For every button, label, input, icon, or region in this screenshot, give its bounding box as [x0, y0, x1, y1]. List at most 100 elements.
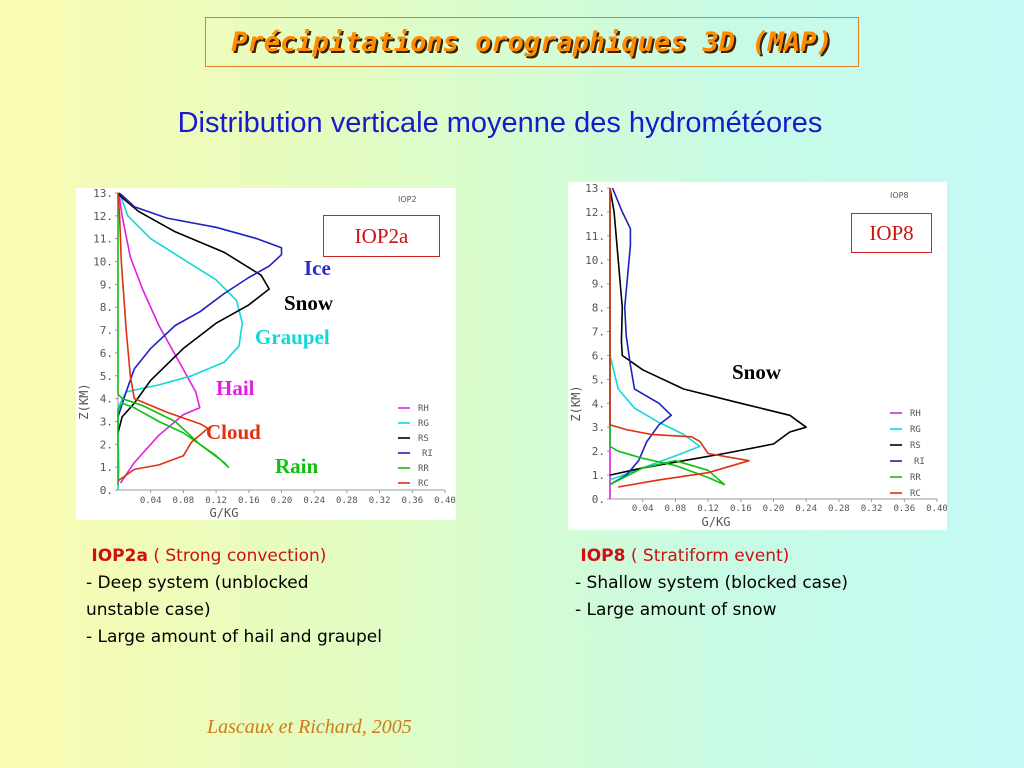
y-tick-label: 4.: [100, 393, 113, 406]
y-tick-label: 6.: [592, 349, 605, 362]
plot-iop2a: 0. 1. 2. 3. 4. 5. 6. 7. 8. 9. 10. 11. 12. 13. 0.04 0.08…: [76, 188, 456, 520]
title-box: Précipitations orographiques 3D (MAP): [205, 17, 859, 67]
caption-line: unstable case): [86, 600, 211, 620]
y-tick-label: 4.: [592, 397, 605, 410]
annotation-cloud: Cloud: [206, 420, 261, 444]
y-axis-label: Z(KM): [77, 383, 91, 419]
caption-line: - Shallow system (blocked case): [575, 573, 849, 593]
legend-label: RI: [914, 457, 925, 467]
x-tick-label: 0.12: [205, 496, 227, 506]
x-tick-label: 0.40: [434, 496, 456, 506]
caption-line: - Large amount of snow: [575, 600, 777, 620]
x-axis-label: G/KG: [210, 506, 239, 520]
series-line-rg: [117, 192, 244, 491]
chart-svg-iop8: 0. 1. 2. 3. 4. 5. 6. 7. 8. 9. 10. 11. 12. 13. 0.04 0.08…: [569, 182, 947, 529]
legend-label: RS: [418, 434, 429, 444]
x-tick-label: 0.08: [665, 504, 687, 514]
legend-label: RH: [910, 409, 921, 419]
x-tick-label: 0.40: [926, 504, 947, 514]
citation: Lascaux et Richard, 2005: [207, 716, 412, 738]
legend-label: RI: [422, 449, 433, 459]
y-tick-label: 0.: [592, 493, 605, 506]
x-tick-label: 0.32: [861, 504, 883, 514]
case-label: IOP8: [869, 220, 914, 245]
legend-label: RG: [418, 419, 429, 429]
annotation-ice: Ice: [304, 256, 331, 280]
slide-subtitle: Distribution verticale moyenne des hydro…: [177, 107, 823, 139]
caption-case-name: IOP8: [580, 546, 626, 566]
caption-case-description: ( Stratiform event): [630, 546, 790, 566]
case-label-box: IOP8: [851, 213, 932, 253]
annotation-hail: Hail: [216, 376, 255, 400]
plot-iop8: 0. 1. 2. 3. 4. 5. 6. 7. 8. 9. 10. 11. 12. 13. 0.04 0.08…: [568, 182, 947, 530]
legend-label: RG: [910, 425, 921, 435]
series-line-rc: [609, 188, 750, 488]
y-tick-label: 5.: [100, 370, 113, 383]
y-tick-label: 2.: [592, 445, 605, 458]
x-tick-label: 0.20: [271, 496, 293, 506]
caption-line: - Deep system (unblocked: [86, 573, 309, 593]
x-tick-label: 0.24: [795, 504, 817, 514]
legend-label: RC: [910, 489, 921, 499]
y-tick-label: 12.: [93, 210, 113, 223]
y-tick-label: 1.: [100, 461, 113, 474]
y-tick-label: 7.: [592, 326, 605, 339]
legend-label: RR: [418, 464, 429, 474]
y-tick-label: 9.: [592, 278, 605, 291]
series-line-rg: [609, 188, 701, 481]
x-tick-label: 0.04: [632, 504, 654, 514]
x-tick-label: 0.24: [303, 496, 325, 506]
y-tick-label: 13.: [93, 188, 113, 200]
case-label: IOP2a: [354, 223, 409, 248]
x-tick-label: 0.12: [697, 504, 719, 514]
legend-label: RH: [418, 404, 429, 414]
y-tick-label: 1.: [592, 469, 605, 482]
x-tick-label: 0.20: [763, 504, 785, 514]
series-line-ri: [117, 192, 283, 418]
y-tick-label: 8.: [592, 302, 605, 315]
series-line-ri: [609, 187, 673, 486]
x-tick-label: 0.08: [173, 496, 195, 506]
caption-iop8: IOP8 ( Stratiform event) - Shallow syste…: [575, 543, 848, 624]
caption-case-name: IOP2a: [91, 546, 148, 566]
y-tick-label: 7.: [100, 324, 113, 337]
caption-heading: IOP8 ( Stratiform event): [575, 543, 848, 570]
slide-title: Précipitations orographiques 3D (MAP): [231, 26, 833, 58]
case-label-box: IOP2a: [323, 215, 440, 257]
x-axis-label: G/KG: [702, 515, 731, 529]
legend-label: RR: [910, 473, 921, 483]
x-tick-label: 0.36: [893, 504, 915, 514]
x-tick-label: 0.28: [828, 504, 850, 514]
y-tick-label: 11.: [585, 230, 605, 243]
y-tick-label: 12.: [585, 206, 605, 219]
y-tick-label: 5.: [592, 373, 605, 386]
panel-tag: IOP8: [890, 191, 909, 200]
annotation-rain: Rain: [275, 454, 319, 478]
x-tick-label: 0.36: [401, 496, 423, 506]
y-tick-label: 9.: [100, 278, 113, 291]
legend-label: RC: [418, 479, 429, 489]
x-tick-label: 0.16: [730, 504, 752, 514]
series-line-rc: [117, 192, 209, 482]
y-tick-label: 6.: [100, 347, 113, 360]
y-tick-label: 13.: [585, 182, 605, 195]
y-tick-label: 10.: [93, 256, 113, 269]
caption-heading: IOP2a ( Strong convection): [86, 543, 382, 570]
y-tick-label: 2.: [100, 438, 113, 451]
chart-svg-iop2a: 0. 1. 2. 3. 4. 5. 6. 7. 8. 9. 10. 11. 12. 13. 0.04 0.08…: [77, 188, 456, 520]
x-tick-label: 0.28: [336, 496, 358, 506]
x-tick-label: 0.04: [140, 496, 162, 506]
series-line-rs: [609, 187, 807, 476]
legend-label: RS: [910, 441, 921, 451]
series-line-rr: [609, 188, 726, 486]
y-tick-label: 3.: [592, 421, 605, 434]
y-tick-label: 0.: [100, 484, 113, 497]
y-tick-label: 10.: [585, 254, 605, 267]
caption-iop2a: IOP2a ( Strong convection) - Deep system…: [86, 543, 382, 651]
y-tick-label: 3.: [100, 415, 113, 428]
series-line-rr: [117, 193, 230, 486]
y-axis-label: Z(KM): [569, 385, 583, 421]
x-tick-label: 0.16: [238, 496, 260, 506]
annotation-graupel: Graupel: [255, 325, 330, 349]
annotation-snow: Snow: [732, 360, 782, 384]
